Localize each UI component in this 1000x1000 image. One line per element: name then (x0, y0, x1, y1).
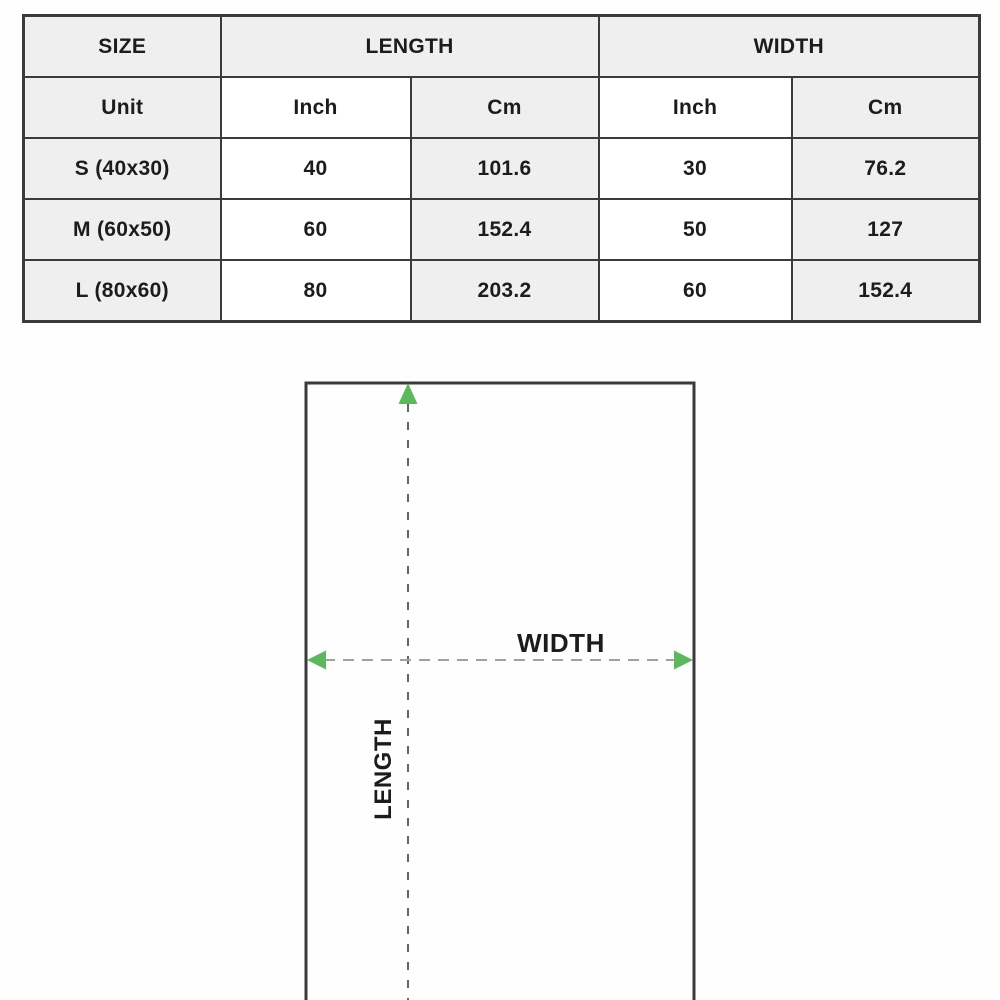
value-cell: 76.2 (790, 137, 981, 200)
col-header-width: WIDTH (597, 14, 981, 78)
size-chart-table: SIZE LENGTH WIDTH Unit Inch Cm Inch Cm S… (22, 14, 982, 323)
width-label: WIDTH (517, 628, 605, 658)
product-outline (304, 381, 696, 1000)
col-header-length: LENGTH (219, 14, 600, 78)
value-cell: 127 (790, 198, 981, 261)
value-cell: 30 (597, 137, 793, 200)
unit-width-cm-cell: Cm (790, 76, 981, 139)
length-label: LENGTH (370, 718, 397, 820)
arrowhead-left-icon (307, 650, 326, 670)
size-cell: M (60x50) (22, 198, 222, 261)
value-cell: 101.6 (409, 137, 600, 200)
value-cell: 60 (597, 259, 793, 323)
table-row-m: M (60x50) 60 152.4 50 127 (22, 198, 981, 261)
unit-length-inch-cell: Inch (219, 76, 412, 139)
table-row-s: S (40x30) 40 101.6 30 76.2 (22, 137, 981, 200)
size-cell: S (40x30) (22, 137, 222, 200)
unit-width-inch-cell: Inch (597, 76, 793, 139)
value-cell: 60 (219, 198, 412, 261)
table-unit-row: Unit Inch Cm Inch Cm (22, 76, 981, 139)
value-cell: 50 (597, 198, 793, 261)
table-header-row: SIZE LENGTH WIDTH (22, 14, 981, 78)
size-cell: L (80x60) (22, 259, 222, 323)
value-cell: 152.4 (409, 198, 600, 261)
unit-label-cell: Unit (22, 76, 222, 139)
value-cell: 80 (219, 259, 412, 323)
unit-length-cm-cell: Cm (409, 76, 600, 139)
table-row-l: L (80x60) 80 203.2 60 152.4 (22, 259, 981, 323)
arrowhead-right-icon (674, 650, 693, 670)
value-cell: 203.2 (409, 259, 600, 323)
arrowhead-up-icon (398, 383, 418, 404)
value-cell: 152.4 (790, 259, 981, 323)
value-cell: 40 (219, 137, 412, 200)
col-header-size: SIZE (22, 14, 222, 78)
